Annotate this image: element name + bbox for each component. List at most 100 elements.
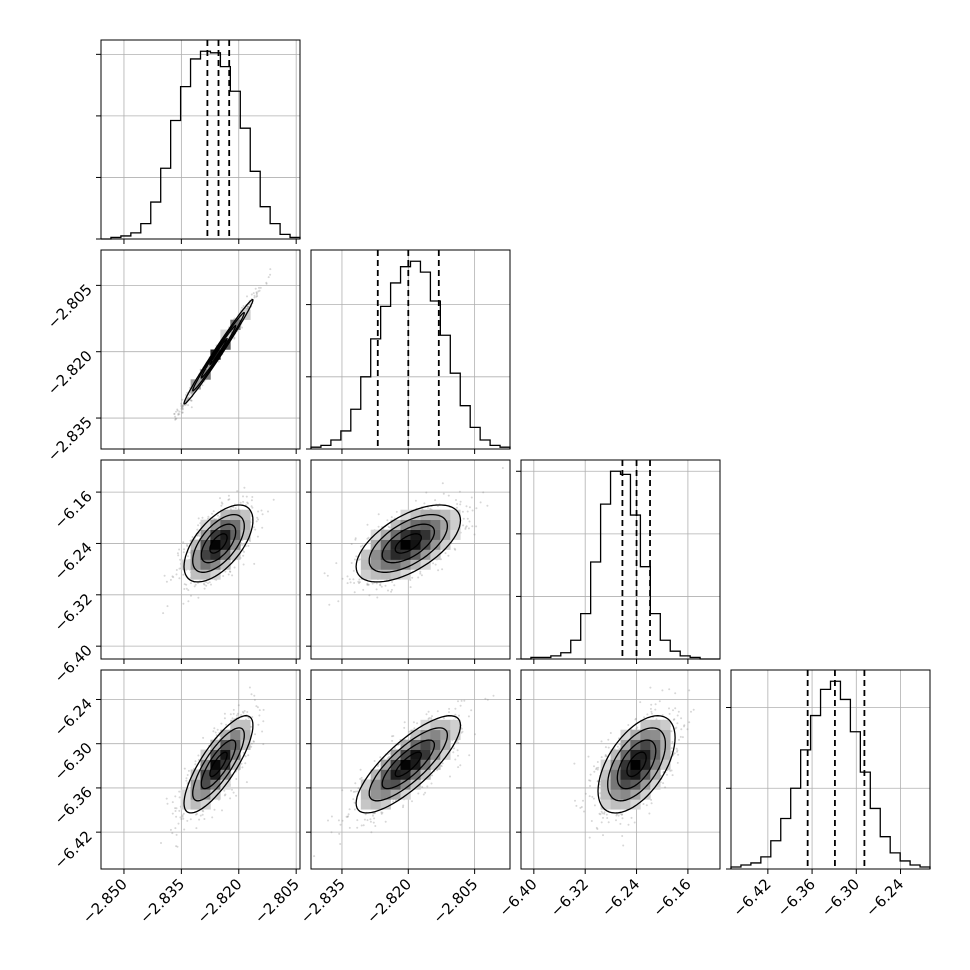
sample-point (246, 306, 249, 309)
sample-point (186, 545, 189, 548)
sample-point (251, 506, 254, 509)
sample-point (458, 490, 461, 493)
sample-point (269, 273, 272, 276)
sample-point (457, 700, 459, 703)
density-cell (190, 539, 201, 550)
density-cell (410, 749, 421, 760)
density-cell (420, 749, 431, 760)
density-cell (180, 799, 191, 810)
sample-point (169, 578, 172, 581)
sample-point (176, 408, 179, 411)
sample-point (359, 768, 362, 771)
sample-point (205, 584, 208, 587)
y-tick-label: −6.36 (51, 783, 96, 828)
sample-point (650, 710, 653, 713)
histogram-frame (100, 39, 301, 240)
sample-point (381, 811, 384, 814)
sample-point (256, 295, 259, 297)
sample-point (387, 525, 390, 528)
sample-point (245, 307, 248, 310)
x-tick-label: −6.40 (495, 875, 540, 920)
contour-line (209, 533, 228, 554)
contour-line (355, 715, 462, 814)
sample-point (185, 583, 188, 586)
sample-point (201, 516, 204, 519)
sample-point (341, 819, 344, 822)
sample-point (197, 533, 200, 536)
sample-point (254, 733, 256, 736)
y-tick-label: −6.42 (51, 827, 96, 872)
sample-point (379, 756, 382, 759)
sample-point (419, 570, 422, 573)
sample-point (250, 745, 253, 748)
sample-point (676, 749, 679, 752)
sample-point (255, 291, 258, 294)
sample-point (328, 603, 331, 606)
sample-point (225, 723, 228, 726)
sample-point (249, 540, 252, 542)
sample-point (313, 855, 316, 858)
sample-point (199, 814, 202, 817)
sample-point (440, 765, 443, 768)
sample-point (171, 575, 174, 578)
scatter-points (173, 268, 272, 421)
sample-point (605, 813, 608, 816)
density-cell (210, 539, 221, 550)
contour-line (394, 533, 422, 554)
sample-point (215, 734, 218, 737)
sample-point (174, 807, 177, 810)
sample-point (458, 714, 460, 717)
density-cell (430, 749, 441, 760)
sample-point (386, 519, 389, 522)
sample-point (265, 282, 268, 285)
density-cell (400, 559, 411, 570)
sample-point (211, 816, 214, 819)
sample-point (186, 774, 189, 776)
sample-point (354, 538, 357, 541)
sample-point (195, 827, 198, 830)
sample-point (370, 831, 373, 834)
sample-point (423, 502, 426, 505)
contour-line (209, 338, 228, 366)
sample-point (430, 717, 433, 720)
sample-point (348, 826, 351, 829)
contour-line (192, 513, 245, 573)
density-cell (220, 759, 231, 770)
sample-point (197, 754, 200, 757)
x-tick-label: −6.30 (818, 875, 863, 920)
sample-point (356, 819, 359, 822)
sample-point (216, 728, 219, 731)
sample-point (269, 268, 272, 271)
density-cell (190, 549, 201, 560)
sample-point (203, 818, 206, 820)
sample-point (464, 526, 467, 529)
density-cell (240, 509, 251, 520)
sample-point (190, 399, 193, 402)
sample-point (182, 404, 184, 407)
sample-point (185, 777, 188, 780)
histogram-step (101, 50, 301, 240)
density-cell (210, 789, 221, 800)
sample-point (247, 502, 249, 505)
sample-point (217, 517, 220, 520)
sample-point (369, 820, 372, 823)
density-cell (410, 509, 421, 520)
sample-point (180, 405, 183, 408)
sample-point (183, 588, 186, 590)
sample-point (229, 570, 232, 573)
density-panel: −2.850 −2.835 −2.820 −2.805−6.24−6.30−6.36−… (51, 669, 303, 927)
sample-point (165, 797, 168, 800)
sample-point (380, 812, 383, 815)
sample-point (386, 757, 389, 760)
density-cell (380, 779, 391, 790)
density-cell (230, 719, 241, 731)
sample-point (676, 714, 679, 717)
sample-point (181, 815, 184, 818)
sample-point (257, 723, 260, 726)
sample-point (185, 393, 187, 396)
contour-line (183, 298, 254, 405)
density-cell (210, 569, 221, 580)
sample-point (413, 727, 416, 730)
sample-point (189, 818, 192, 821)
y-tick-label: −6.24 (51, 695, 96, 740)
